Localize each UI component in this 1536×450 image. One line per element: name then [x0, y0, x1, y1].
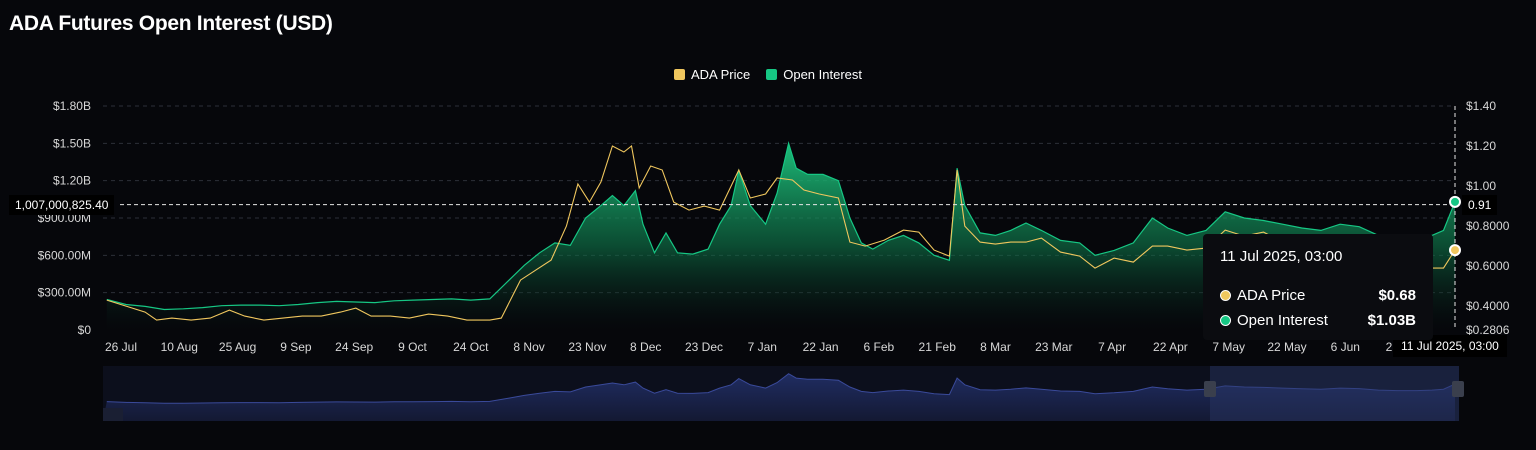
x-tick-label: 23 Dec	[685, 340, 723, 354]
chart-legend: ADA Price Open Interest	[0, 67, 1536, 82]
x-tick-label: 21 Feb	[919, 340, 957, 354]
y-right-tick-label: $0.4000	[1466, 299, 1510, 313]
series-open-interest-area	[106, 143, 1455, 330]
x-axis: 26 Jul 10 Aug 25 Aug 9 Sep 24 Sep 9 Oct 24 Oct…	[105, 340, 1422, 354]
y-right-tick-label: $0.8000	[1466, 219, 1510, 233]
x-tick-label: 24 Sep	[335, 340, 373, 354]
x-tick-label: 10 Aug	[161, 340, 198, 354]
x-tick-label: 8 Nov	[513, 340, 544, 354]
tooltip-date: 11 Jul 2025, 03:00	[1220, 248, 1343, 265]
y-axis-left: $0$300.00M$600.00M$900.00M$1.20B$1.50B$1…	[38, 99, 92, 337]
navigator-handle-right	[1452, 381, 1464, 397]
x-tick-label: 22 Jan	[803, 340, 839, 354]
crosshair-x-label: 11 Jul 2025, 03:00	[1393, 335, 1507, 357]
chart-title: ADA Futures Open Interest (USD)	[9, 12, 333, 35]
navigator-area	[103, 373, 1455, 421]
x-tick-label: 7 Apr	[1098, 340, 1126, 354]
crosshair-y-label: 1,007,000,825.40	[9, 195, 115, 215]
y-left-tick-label: $0	[78, 323, 92, 337]
x-tick-label: 9 Sep	[280, 340, 312, 354]
tooltip-row-ada-price: ADA Price $0.68	[1220, 283, 1416, 308]
y-left-tick-label: $1.20B	[53, 174, 91, 188]
crosshair-point-open-interest	[1449, 195, 1461, 208]
y-right-tick-label: $0.2806	[1466, 323, 1510, 337]
x-tick-label: 23 Nov	[568, 340, 606, 354]
y-right-tick-label: $0.6000	[1466, 259, 1510, 273]
tooltip-dot-open-interest	[1220, 315, 1231, 326]
x-tick-label: 25 Aug	[219, 340, 256, 354]
y-right-tick-label: $1.20	[1466, 139, 1496, 153]
x-tick-label: 6 Feb	[864, 340, 895, 354]
legend-item-open-interest[interactable]: Open Interest	[766, 67, 862, 82]
legend-swatch-ada-price	[673, 69, 685, 80]
legend-swatch-open-interest	[766, 69, 778, 80]
legend-label-open-interest: Open Interest	[783, 67, 863, 82]
y-left-tick-label: $1.80B	[53, 99, 91, 113]
navigator-line	[106, 373, 1456, 404]
y-left-tick-label: $600.00M	[38, 248, 91, 262]
x-tick-label: 6 Jun	[1331, 340, 1360, 354]
y-axis-right: $0.2806 $0.4000 $0.6000 $0.8000 $1.00 $1.20 $1…	[1466, 99, 1510, 337]
tooltip-dot-ada-price	[1220, 290, 1231, 301]
legend-item-ada-price[interactable]: ADA Price	[673, 67, 751, 82]
x-tick-label: 8 Mar	[980, 340, 1011, 354]
y-right-tick-label: $1.40	[1466, 99, 1496, 113]
crosshair-point-ada-price	[1449, 244, 1461, 257]
tooltip: 11 Jul 2025, 03:00 ADA Price $0.68 Open …	[1203, 234, 1433, 340]
x-tick-label: 24 Oct	[453, 340, 489, 354]
x-tick-label: 7 May	[1212, 340, 1245, 354]
tooltip-label-open-interest: Open Interest	[1237, 312, 1328, 329]
x-tick-label: 9 Oct	[398, 340, 427, 354]
x-tick-label: 8 Dec	[630, 340, 661, 354]
x-tick-label: 23 Mar	[1035, 340, 1072, 354]
x-tick-label: 22 Apr	[1153, 340, 1188, 354]
tooltip-value-ada-price: $0.68	[1378, 287, 1416, 304]
crosshair-right-label: 0.91	[1462, 195, 1498, 215]
series-open-interest-line	[106, 140, 1456, 311]
tooltip-value-open-interest: $1.03B	[1367, 312, 1416, 329]
y-left-tick-label: $300.00M	[38, 286, 91, 300]
y-left-tick-label: $1.50B	[53, 136, 91, 150]
navigator-selection	[1210, 366, 1459, 421]
x-tick-label: 22 May	[1267, 340, 1306, 354]
navigator-handle-left	[1204, 381, 1216, 397]
navigator[interactable]	[103, 366, 1464, 421]
tooltip-row-open-interest: Open Interest $1.03B	[1220, 308, 1416, 333]
tooltip-label-ada-price: ADA Price	[1237, 287, 1306, 304]
x-tick-label: 26 Jul	[105, 340, 137, 354]
y-right-tick-label: $1.00	[1466, 179, 1496, 193]
legend-label-ada-price: ADA Price	[690, 67, 751, 82]
navigator-scroll-start	[103, 408, 123, 421]
crosshair	[120, 106, 1461, 330]
x-tick-label: 7 Jan	[748, 340, 777, 354]
